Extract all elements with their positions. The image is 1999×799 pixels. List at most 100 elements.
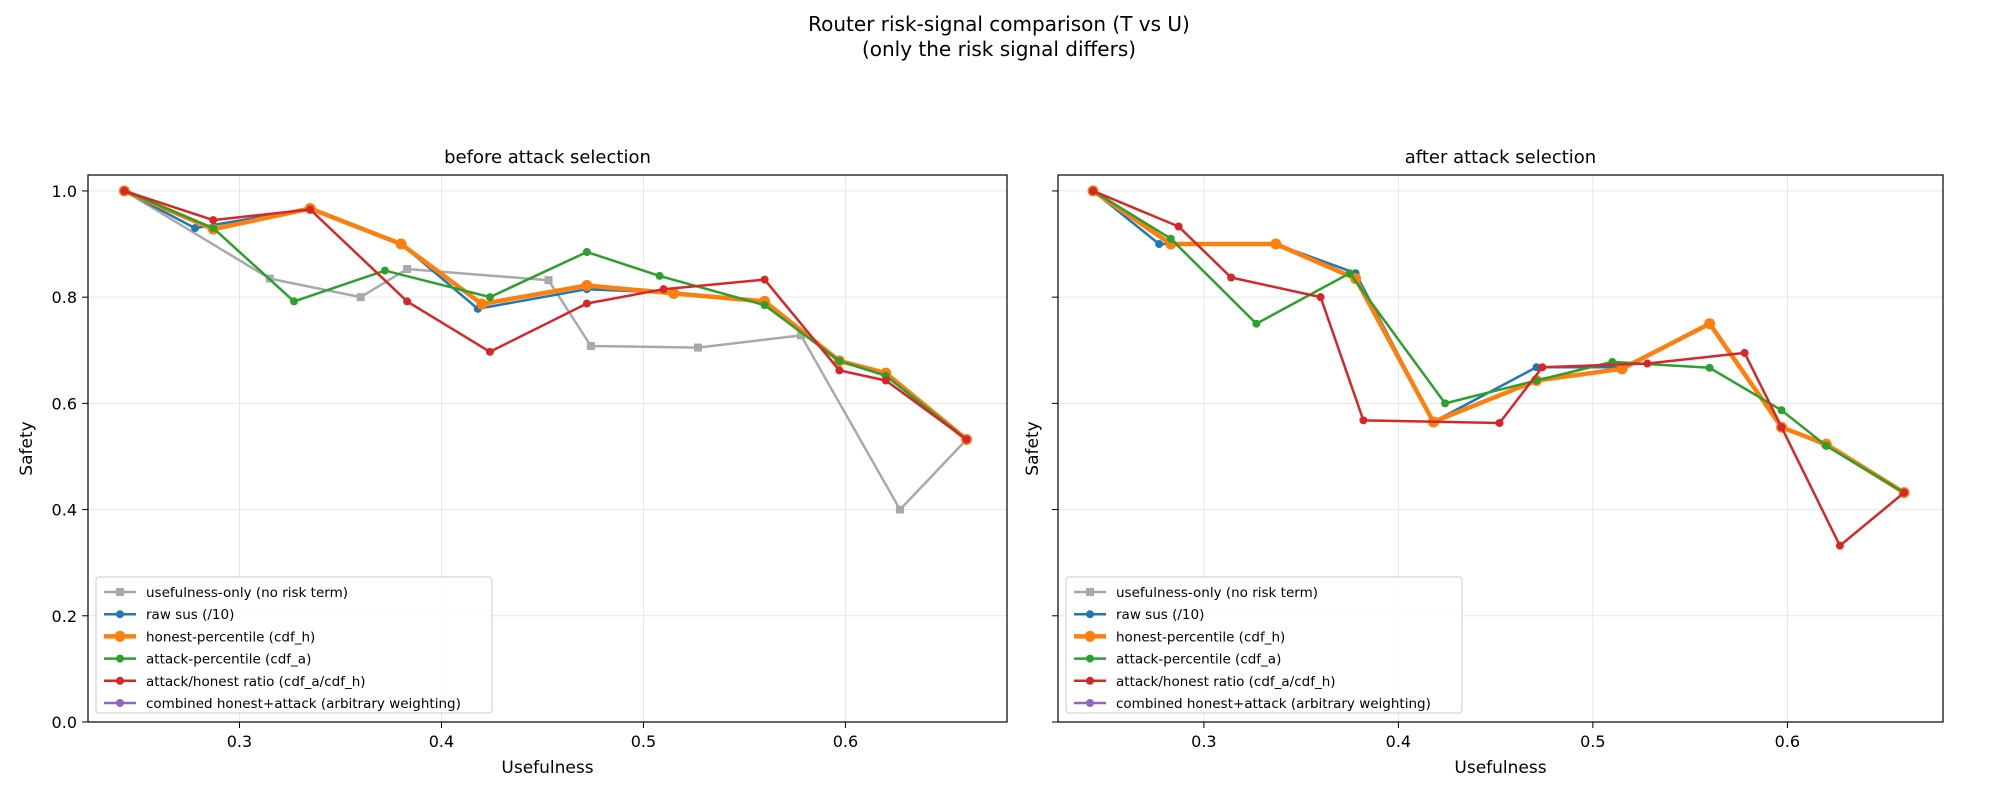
point-usefulness_only	[586, 342, 595, 351]
point-honest_percentile	[395, 238, 407, 250]
point-attack_honest_ratio	[1900, 488, 1909, 497]
y-axis-label: Safety	[1023, 421, 1043, 475]
panel-title: after attack selection	[1405, 147, 1596, 168]
point-attack_honest_ratio	[1495, 419, 1504, 428]
point-raw_sus	[191, 224, 200, 233]
x-tick-label: 0.4	[1386, 732, 1411, 751]
point-attack_honest_ratio	[209, 216, 218, 225]
point-attack_honest_ratio	[1538, 363, 1547, 372]
legend-entry-raw-sus: raw sus (/10)	[104, 607, 234, 623]
legend-marker-raw_sus	[1086, 610, 1094, 619]
legend-label: combined honest+attack (arbitrary weight…	[1116, 696, 1431, 712]
series-group	[1087, 185, 1910, 550]
point-attack_honest_ratio	[1835, 541, 1844, 550]
legend-marker-usefulness_only	[116, 588, 124, 596]
legend-entry-attack-percentile: attack-percentile (cdf_a)	[1074, 652, 1281, 668]
point-attack_percentile	[1345, 269, 1354, 278]
legend-entry-attack-honest-ratio: attack/honest ratio (cdf_a/cdf_h)	[104, 674, 366, 690]
point-honest_percentile	[476, 298, 488, 310]
legend-marker-attack_honest_ratio	[116, 676, 124, 685]
legend-marker-attack_honest_ratio	[1086, 676, 1094, 685]
point-attack_honest_ratio	[835, 366, 844, 375]
legend-label: usefulness-only (no risk term)	[1116, 585, 1318, 601]
legend-entry-honest-percentile: honest-percentile (cdf_h)	[1074, 629, 1285, 645]
point-usefulness_only	[544, 276, 553, 285]
point-attack_honest_ratio	[1643, 359, 1652, 368]
legend-label: attack-percentile (cdf_a)	[146, 652, 311, 668]
point-attack_percentile	[1252, 319, 1261, 328]
axes-frame	[1057, 174, 1944, 723]
legend-label: raw sus (/10)	[146, 607, 234, 623]
legend-entry-usefulness-only: usefulness-only (no risk term)	[1074, 585, 1318, 601]
point-attack_honest_ratio	[881, 376, 890, 385]
point-attack_percentile	[760, 301, 769, 310]
legend-label: attack-percentile (cdf_a)	[1116, 652, 1281, 668]
legend-box	[95, 576, 493, 714]
point-attack_percentile	[1441, 399, 1450, 408]
legend-label: attack/honest ratio (cdf_a/cdf_h)	[1116, 674, 1336, 690]
point-attack_percentile	[380, 266, 389, 275]
legend-label: attack/honest ratio (cdf_a/cdf_h)	[146, 674, 366, 690]
point-attack_honest_ratio	[1174, 222, 1183, 231]
x-tick-label: 0.6	[833, 732, 858, 751]
x-tick-label: 0.5	[631, 732, 656, 751]
legend-label: combined honest+attack (arbitrary weight…	[146, 696, 461, 712]
y-tick-label: 0.0	[52, 713, 77, 732]
legend-marker-combined	[116, 699, 124, 707]
legend-marker-combined	[1086, 699, 1094, 707]
legend-marker-attack_percentile	[116, 654, 124, 663]
legend-box	[1065, 576, 1463, 714]
point-attack_honest_ratio	[306, 205, 315, 214]
point-honest_percentile	[581, 279, 593, 291]
x-axis-label: Usefulness	[1454, 758, 1546, 778]
point-usefulness_only	[403, 264, 412, 273]
point-attack_honest_ratio	[120, 186, 129, 195]
point-usefulness_only	[356, 293, 365, 302]
legend-entry-honest-percentile: honest-percentile (cdf_h)	[104, 629, 315, 645]
y-tick-label: 0.2	[52, 607, 77, 626]
y-tick-label: 0.4	[52, 501, 77, 520]
panel-after-attack-selection: 0.3 0.4 0.5 0.6 after attack selection Useful…	[1023, 147, 1944, 778]
point-attack_percentile	[1705, 363, 1714, 372]
point-raw_sus	[1532, 363, 1541, 372]
series-line-attack_honest_ratio	[1092, 189, 1905, 547]
axes-frame	[87, 174, 1008, 723]
point-honest_percentile	[1616, 363, 1628, 375]
point-attack_honest_ratio	[485, 347, 494, 356]
point-attack_honest_ratio	[760, 275, 769, 284]
point-attack_honest_ratio	[1316, 293, 1325, 302]
panel-before-attack-selection: 0.3 0.4 0.5 0.6 0.0 0.2 0.4 0.6 0.8 1.0 before att…	[17, 147, 1008, 778]
legend-label: usefulness-only (no risk term)	[146, 585, 348, 601]
point-usefulness_only	[796, 331, 805, 340]
legend-label: honest-percentile (cdf_h)	[146, 629, 315, 645]
point-attack_honest_ratio	[659, 285, 668, 294]
legend-entry-usefulness-only: usefulness-only (no risk term)	[104, 585, 348, 601]
point-attack_percentile	[1822, 441, 1831, 450]
x-tick-label: 0.3	[1191, 732, 1216, 751]
x-tick-label: 0.6	[1775, 732, 1800, 751]
point-attack_honest_ratio	[1227, 273, 1236, 282]
y-axis-label: Safety	[17, 421, 37, 475]
legend-entry-combined: combined honest+attack (arbitrary weight…	[104, 696, 461, 712]
legend-marker-raw_sus	[116, 610, 124, 619]
point-usefulness_only	[895, 505, 904, 514]
series-group	[118, 185, 973, 514]
grid-lines	[88, 175, 1007, 723]
legend-marker-attack_percentile	[1086, 654, 1094, 663]
figure-title-line1: Router risk-signal comparison (T vs U)	[808, 12, 1190, 36]
point-attack_percentile	[485, 293, 494, 302]
point-raw_sus	[1155, 240, 1164, 249]
point-attack_honest_ratio	[1740, 348, 1749, 357]
legend-entry-raw-sus: raw sus (/10)	[1074, 607, 1204, 623]
point-attack_percentile	[290, 297, 299, 306]
point-usefulness_only	[693, 343, 702, 352]
panel-title: before attack selection	[444, 147, 651, 168]
point-attack_percentile	[209, 224, 218, 233]
legend-entry-combined: combined honest+attack (arbitrary weight…	[1074, 696, 1431, 712]
point-attack_percentile	[835, 356, 844, 365]
y-tick-label: 0.6	[52, 394, 77, 413]
point-attack_honest_ratio	[1359, 416, 1368, 425]
legend-label: raw sus (/10)	[1116, 607, 1204, 623]
legend: usefulness-only (no risk term) raw sus (/…	[95, 576, 493, 714]
